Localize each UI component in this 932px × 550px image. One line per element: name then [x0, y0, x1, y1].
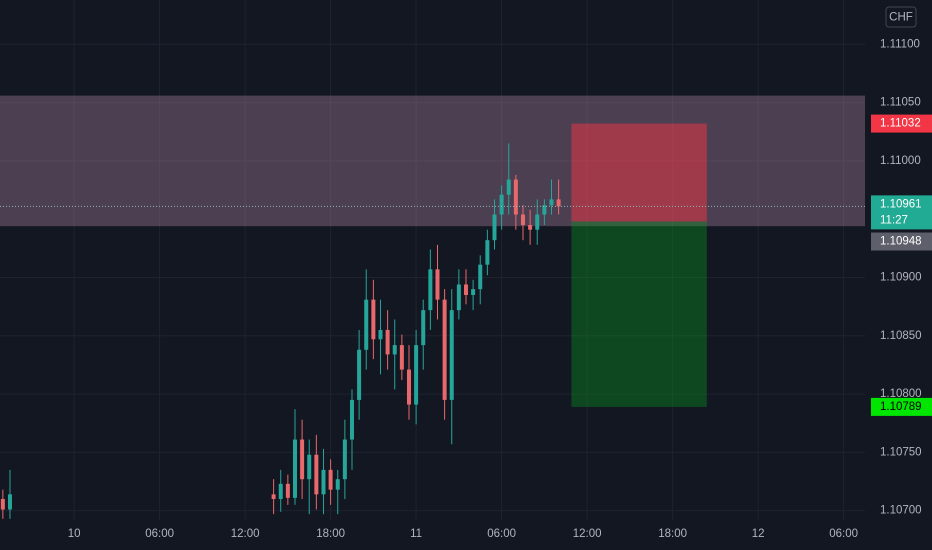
stop-label: 1.11032: [880, 118, 921, 130]
candle-body: [0, 499, 5, 510]
stop-area: [571, 123, 707, 222]
target-box: [871, 397, 932, 416]
last-price-box: [871, 195, 932, 230]
grid: [0, 0, 865, 520]
candle-body: [471, 289, 476, 295]
candle-body: [485, 240, 490, 265]
candle-body: [349, 399, 354, 440]
countdown: 11:27: [880, 214, 908, 226]
candle-body: [278, 483, 283, 500]
plot: [0, 95, 865, 519]
candle-body: [7, 494, 12, 510]
x-tick-label: 12: [752, 528, 765, 540]
y-tick-label: 1.11000: [880, 155, 921, 167]
target-label: 1.10789: [880, 401, 922, 413]
x-tick-label: 12:00: [231, 528, 260, 540]
y-tick-label: 1.10700: [880, 505, 922, 517]
candle-body: [506, 179, 511, 195]
candle-body: [406, 369, 411, 405]
zone: [0, 95, 865, 227]
x-tick-label: 10: [68, 528, 81, 540]
entry-label: 1.10948: [880, 236, 922, 248]
candle-body: [528, 225, 533, 230]
candle-body: [392, 345, 397, 355]
candle-body: [442, 299, 447, 400]
candle-body: [342, 439, 347, 480]
candle-body: [492, 214, 497, 241]
last-price-label: 1.10961: [880, 198, 922, 210]
x-tick-label: 06:00: [829, 528, 858, 540]
y-tick-label: 1.10750: [880, 446, 922, 458]
candle-body: [463, 284, 468, 295]
candle-body: [335, 479, 340, 490]
candle-body: [385, 329, 390, 355]
y-tick-label: 1.11100: [880, 38, 920, 50]
y-tick-label: 1.10800: [880, 388, 922, 400]
candle-body: [285, 483, 290, 498]
candle-body: [542, 205, 547, 215]
candle-body: [314, 454, 319, 495]
candle-body: [549, 199, 554, 206]
candle-body: [271, 494, 276, 500]
candle-body: [321, 469, 326, 495]
candle-body: [449, 310, 454, 400]
candle-body: [378, 329, 383, 340]
candle-body: [421, 310, 426, 346]
candle-body: [300, 439, 305, 480]
candle-body: [399, 345, 404, 370]
candle-body: [328, 469, 333, 490]
candle-body: [357, 349, 362, 400]
candle-body: [520, 214, 525, 226]
target-area: [571, 221, 707, 407]
candle-body: [535, 214, 540, 230]
y-tick-label: 1.11050: [880, 97, 921, 109]
x-tick-label: 11: [410, 528, 422, 540]
candle-body: [556, 199, 561, 207]
currency-box: [885, 6, 917, 28]
candle-body: [364, 299, 369, 350]
entry-box: [871, 232, 932, 251]
y-tick-label: 1.10850: [880, 330, 922, 342]
candle-body: [456, 284, 461, 311]
stop-box: [871, 114, 932, 133]
currency: CHF: [889, 12, 913, 24]
x-tick-label: 18:00: [316, 528, 345, 540]
x-tick-label: 18:00: [658, 528, 687, 540]
candle-body: [371, 299, 376, 340]
candle-body: [428, 269, 433, 311]
candle-body: [478, 264, 483, 290]
x-tick-label: 06:00: [145, 528, 174, 540]
x-tick-label: 12:00: [573, 528, 602, 540]
candle-body: [513, 179, 518, 215]
axis: 1.11100 1.11050 1.11000 1.10900 1.10850 1.108…: [68, 38, 932, 540]
candle-body: [499, 194, 504, 215]
candle-body: [435, 269, 440, 300]
candle-body: [414, 345, 419, 405]
y-tick-label: 1.10900: [880, 272, 922, 284]
x-tick-label: 06:00: [487, 528, 516, 540]
candle-body: [307, 454, 312, 480]
candle-body: [292, 439, 297, 498]
